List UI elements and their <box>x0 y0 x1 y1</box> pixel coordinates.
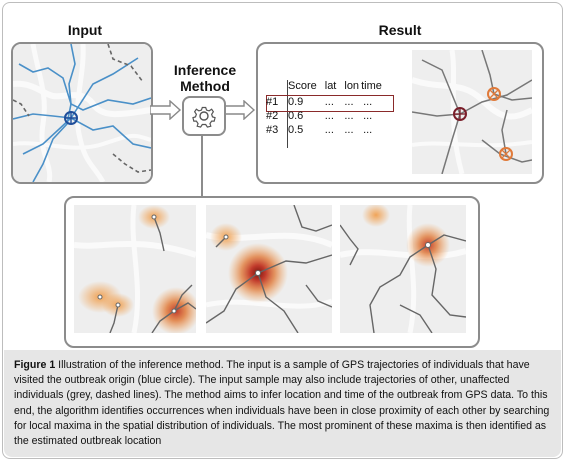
grey-dashed-2 <box>112 153 151 173</box>
top-result-highlight <box>266 95 394 112</box>
result-title: Result <box>378 22 422 38</box>
candidate-marker-2 <box>487 87 501 101</box>
header-rank <box>262 80 284 95</box>
arrow-method-to-result <box>224 100 256 120</box>
grey-dashed-3 <box>13 99 30 117</box>
row-score: 0.9 <box>288 96 304 108</box>
result-table: Score lat lon time #1 0.9 ... ... ... #2… <box>262 80 386 137</box>
figure-caption: Figure 1 Illustration of the inference m… <box>4 350 561 457</box>
row-lon: ... <box>344 124 354 136</box>
row-time: ... <box>363 124 373 136</box>
gear-icon <box>192 106 216 128</box>
header-lon: lon <box>344 80 360 92</box>
row-lon: ... <box>344 110 354 122</box>
row-rank: #2 <box>266 110 279 122</box>
row-lat: ... <box>324 110 334 122</box>
row-lon: ... <box>344 96 354 108</box>
heatmap-3 <box>340 205 466 333</box>
figure-label: Figure 1 <box>14 359 56 371</box>
method-title-line2: Method <box>180 78 230 94</box>
row-lat: ... <box>324 124 334 136</box>
row-lat: ... <box>324 96 334 108</box>
row-rank: #3 <box>266 124 279 136</box>
row-score: 0.5 <box>288 124 304 136</box>
row-time: ... <box>363 110 373 122</box>
input-panel <box>11 42 153 184</box>
table-row: #2 0.6 ... ... ... <box>262 109 386 123</box>
input-map <box>13 44 151 182</box>
table-row: #3 0.5 ... ... ... <box>262 123 386 137</box>
table-header-row: Score lat lon time <box>262 80 386 95</box>
method-connector <box>201 134 203 196</box>
blue-trajectory-3 <box>13 113 151 149</box>
candidate-marker-3 <box>499 147 513 161</box>
heatmap-1 <box>74 205 196 333</box>
arrow-input-to-method <box>150 100 182 120</box>
input-title: Input <box>67 22 103 38</box>
grey-dashed-1 <box>107 44 144 83</box>
row-rank: #1 <box>266 96 279 108</box>
blue-trajectory-4 <box>22 57 139 155</box>
row-time: ... <box>363 96 373 108</box>
inference-method-box <box>182 96 226 136</box>
header-lat: lat <box>324 80 337 92</box>
header-time: time <box>361 80 382 92</box>
caption-text: Illustration of the inference method. Th… <box>14 359 550 448</box>
result-map <box>412 50 532 174</box>
heatmap-2 <box>206 205 332 333</box>
header-score: Score <box>288 80 317 92</box>
table-divider <box>287 80 288 148</box>
method-title-line1: Inference <box>173 62 237 78</box>
table-row: #1 0.9 ... ... ... <box>262 95 386 109</box>
blue-trajectory-2 <box>32 44 76 182</box>
row-score: 0.6 <box>288 110 304 122</box>
